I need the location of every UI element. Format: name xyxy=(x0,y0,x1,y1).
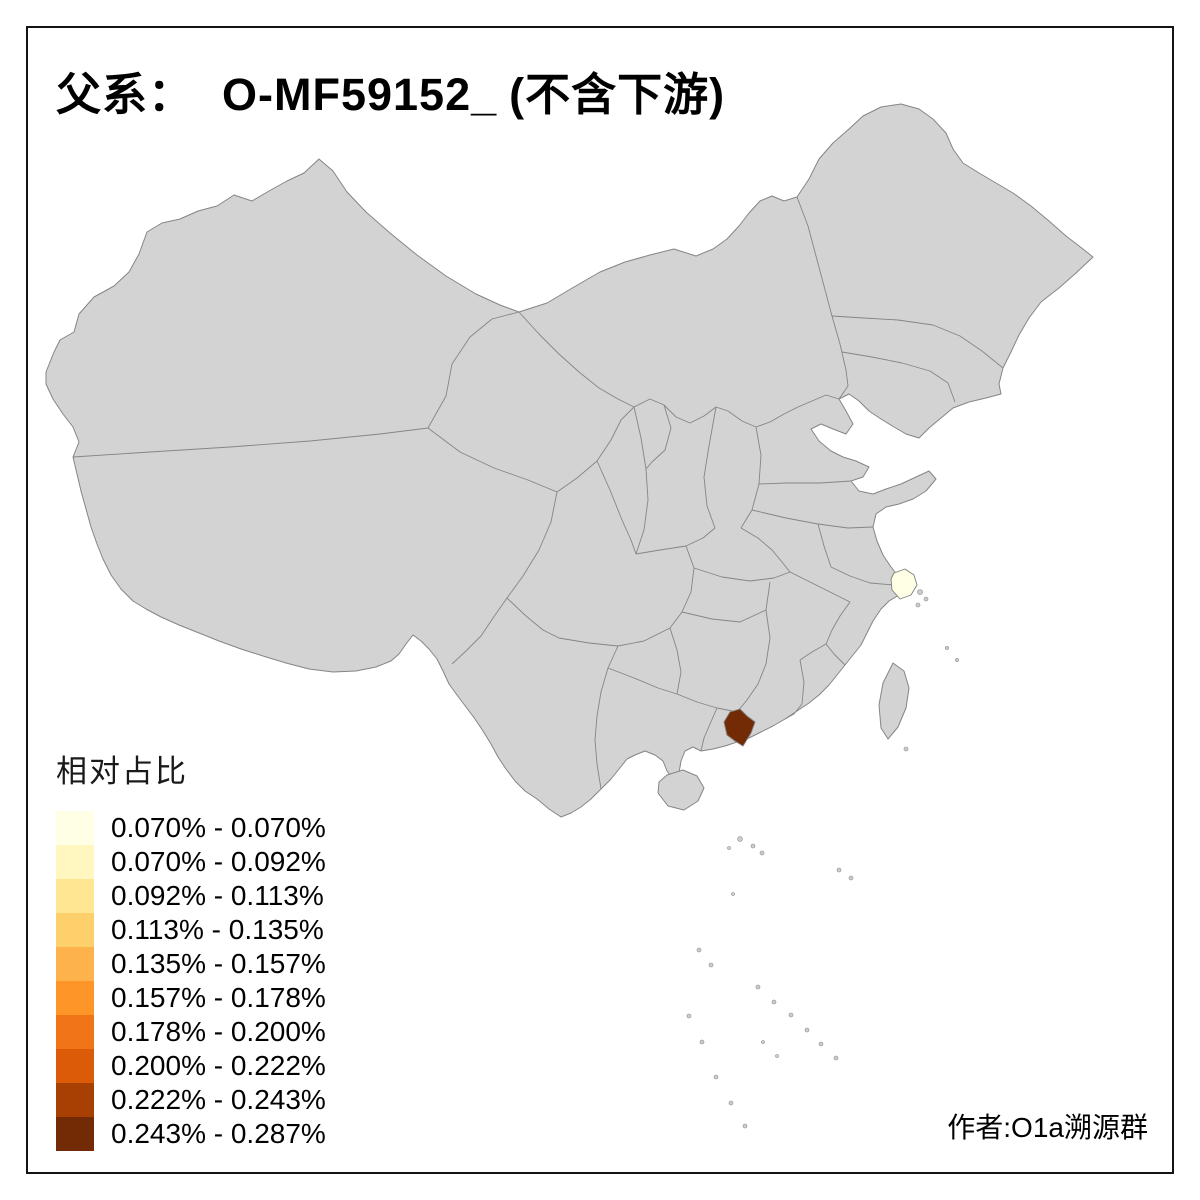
province-borders xyxy=(72,196,1004,790)
legend-label: 0.222% - 0.243% xyxy=(111,1084,326,1115)
legend-swatch xyxy=(56,1015,94,1049)
legend-title: 相对占比 xyxy=(56,754,188,789)
legend-swatch xyxy=(56,1083,94,1117)
legend-swatch xyxy=(56,981,94,1015)
legend-swatch xyxy=(56,811,94,845)
legend-row: 0.070% - 0.070% xyxy=(56,811,326,845)
taiwan-island xyxy=(878,662,910,740)
legend-label: 0.070% - 0.092% xyxy=(111,846,326,877)
legend-row: 0.092% - 0.113% xyxy=(56,879,326,913)
legend-swatch xyxy=(56,1049,94,1083)
legend-label: 0.135% - 0.157% xyxy=(111,948,326,979)
title-haplogroup-code: O-MF59152_ xyxy=(222,69,498,120)
attribution-text: 作者:O1a溯源群 xyxy=(947,1112,1148,1143)
legend-swatch xyxy=(56,947,94,981)
legend-label: 0.070% - 0.070% xyxy=(111,812,326,843)
coastal-islets xyxy=(915,589,959,662)
title-suffix: (不含下游) xyxy=(509,69,726,120)
legend-swatch xyxy=(56,1117,94,1151)
legend-row: 0.113% - 0.135% xyxy=(56,913,326,947)
legend-rows: 0.070% - 0.070% 0.070% - 0.092% 0.092% - 0… xyxy=(56,811,326,1151)
legend-row: 0.157% - 0.178% xyxy=(56,981,326,1015)
china-mainland-shape xyxy=(45,103,1094,818)
hainan-island xyxy=(657,769,705,811)
title-prefix: 父系： xyxy=(56,69,195,120)
south-china-sea-islands xyxy=(686,746,909,1129)
yangtze-delta-region xyxy=(890,568,918,600)
legend-label: 0.178% - 0.200% xyxy=(111,1016,326,1047)
legend-label: 0.157% - 0.178% xyxy=(111,982,326,1013)
legend-row: 0.178% - 0.200% xyxy=(56,1015,326,1049)
pearl-river-delta-region xyxy=(723,708,756,747)
legend: 相对占比 0.070% - 0.070% 0.070% - 0.092% 0.092… xyxy=(56,746,326,1151)
legend-row: 0.243% - 0.287% xyxy=(56,1117,326,1151)
legend-row: 0.135% - 0.157% xyxy=(56,947,326,981)
legend-label: 0.243% - 0.287% xyxy=(111,1118,326,1149)
legend-label: 0.092% - 0.113% xyxy=(111,880,324,911)
legend-swatch xyxy=(56,913,94,947)
legend-row: 0.200% - 0.222% xyxy=(56,1049,326,1083)
page-title: 父系： O-MF59152_ (不含下游) xyxy=(56,58,725,123)
legend-row: 0.222% - 0.243% xyxy=(56,1083,326,1117)
china-outline xyxy=(45,103,1094,818)
highlighted-regions xyxy=(723,568,918,747)
legend-swatch xyxy=(56,845,94,879)
legend-row: 0.070% - 0.092% xyxy=(56,845,326,879)
legend-label: 0.200% - 0.222% xyxy=(111,1050,326,1081)
legend-label: 0.113% - 0.135% xyxy=(111,914,324,945)
legend-swatch xyxy=(56,879,94,913)
